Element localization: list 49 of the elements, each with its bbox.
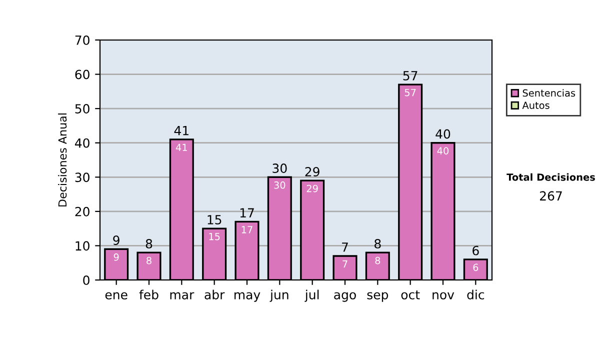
- x-tick-label: ene: [105, 292, 128, 300]
- x-tick-label: oct: [401, 290, 420, 300]
- total-label: 6: [472, 246, 479, 256]
- legend-label: Autos: [522, 102, 550, 109]
- total-label: 40: [436, 129, 450, 139]
- total-label: 15: [208, 215, 222, 224]
- x-tick-label: may: [234, 292, 260, 302]
- data-label: 17: [242, 226, 252, 234]
- x-tick-label: jun: [270, 290, 288, 302]
- y-axis-title: Decisiones Anual: [58, 114, 67, 206]
- data-label: 9: [114, 253, 119, 261]
- total-label: 30: [272, 164, 287, 174]
- x-tick-label: abr: [204, 290, 225, 300]
- total-label: 9: [113, 236, 120, 246]
- data-label: 15: [209, 232, 220, 240]
- data-label: 7: [342, 260, 348, 268]
- y-tick-label: 0: [83, 275, 90, 285]
- data-label: 8: [375, 256, 380, 264]
- total-label: 57: [403, 71, 418, 80]
- legend-label: Sentencias: [522, 89, 576, 97]
- x-tick-label: dic: [467, 290, 484, 300]
- total-label: 8: [146, 238, 152, 248]
- y-tick-label: 20: [75, 206, 90, 216]
- x-tick-label: nov: [432, 292, 454, 300]
- data-label: 57: [404, 88, 416, 96]
- total-label: 29: [305, 166, 320, 176]
- total-label: 7: [342, 242, 348, 252]
- x-tick-label: ago: [334, 292, 356, 302]
- total-label: 8: [374, 238, 381, 248]
- data-label: 6: [473, 264, 478, 272]
- y-tick-label: 60: [75, 70, 90, 80]
- data-label: 8: [146, 256, 152, 264]
- y-tick-label: 30: [75, 172, 90, 182]
- total-label: 17: [240, 208, 254, 218]
- y-tick-label: 40: [74, 138, 90, 148]
- data-label: 30: [274, 181, 286, 189]
- x-tick-label: jul: [304, 290, 319, 302]
- y-tick-label: 50: [75, 104, 90, 114]
- x-tick-label: feb: [139, 290, 158, 300]
- text: Total Decisiones: [506, 173, 595, 181]
- total-label: 41: [174, 126, 188, 136]
- x-tick-label: sep: [367, 292, 388, 302]
- x-tick-label: mar: [170, 292, 194, 300]
- text: 267: [540, 191, 562, 201]
- y-tick-label: 10: [76, 241, 90, 251]
- data-label: 40: [437, 147, 449, 154]
- y-tick-label: 70: [75, 35, 90, 45]
- data-label: 41: [176, 144, 187, 151]
- data-label: 29: [306, 184, 318, 192]
